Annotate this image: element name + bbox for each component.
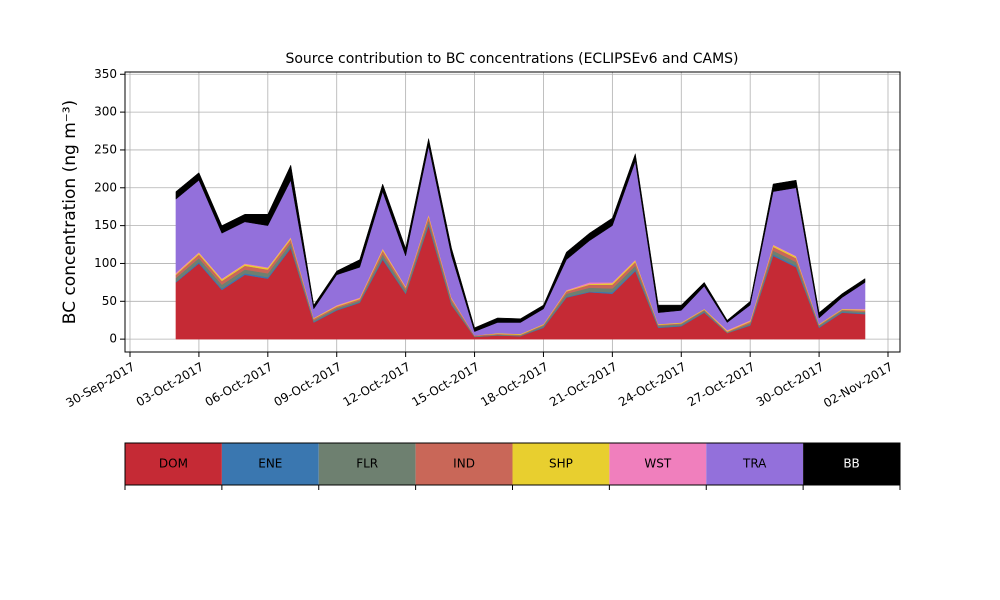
y-axis-label: BC concentration (ng m⁻³)	[60, 100, 80, 324]
y-tick-label: 200	[94, 180, 117, 194]
legend-swatch	[512, 443, 610, 485]
legend-swatch	[706, 443, 804, 485]
chart-title: Source contribution to BC concentrations…	[285, 51, 738, 67]
x-tick-label: 12-Oct-2017	[340, 360, 412, 410]
x-tick-label: 09-Oct-2017	[272, 360, 344, 410]
area	[175, 138, 866, 332]
legend-swatch	[125, 443, 222, 485]
legend-label: BB	[843, 457, 859, 471]
legend-swatch	[415, 443, 513, 485]
x-tick-label: 27-Oct-2017	[685, 360, 757, 410]
legend-label: IND	[453, 457, 475, 471]
legend-label: TRA	[742, 457, 767, 471]
x-tick-label: 30-Sep-2017	[63, 360, 137, 411]
x-tick-label: 15-Oct-2017	[409, 360, 481, 410]
x-tick-label: 21-Oct-2017	[547, 360, 619, 410]
plot-frame	[124, 71, 901, 353]
y-tick-label: 250	[94, 142, 117, 156]
x-tick-label: 03-Oct-2017	[134, 360, 206, 410]
legend-swatch	[609, 443, 707, 485]
legend-label: DOM	[159, 457, 188, 471]
legend-label: WST	[644, 457, 671, 471]
legend-frame	[124, 442, 901, 486]
legend-swatch	[318, 443, 416, 485]
legend-swatch	[221, 443, 319, 485]
x-tick-label: 02-Nov-2017	[821, 360, 895, 411]
x-tick-label: 30-Oct-2017	[754, 360, 826, 410]
x-tick-label: 18-Oct-2017	[478, 360, 550, 410]
y-tick-label: 350	[94, 67, 117, 81]
y-tick-label: 0	[109, 332, 117, 346]
y-tick-label: 150	[94, 218, 117, 232]
legend-label: ENE	[258, 457, 282, 471]
x-tick-label: 06-Oct-2017	[203, 360, 275, 410]
y-tick-label: 100	[94, 256, 117, 270]
legend-label: SHP	[549, 457, 573, 471]
legend-label: FLR	[356, 457, 378, 471]
y-tick-label: 300	[94, 105, 117, 119]
y-tick-label: 50	[102, 294, 117, 308]
x-tick-label: 24-Oct-2017	[616, 360, 688, 410]
legend-swatch	[803, 443, 900, 485]
